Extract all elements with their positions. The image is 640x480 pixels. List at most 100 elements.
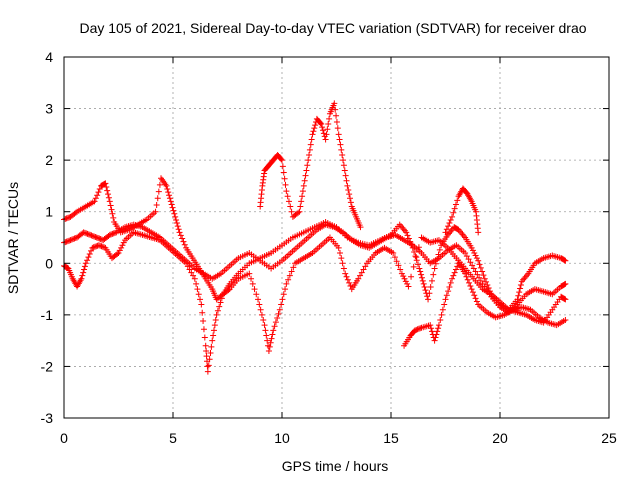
data-point	[428, 328, 435, 335]
data-point	[344, 182, 351, 189]
data-point	[88, 232, 95, 239]
data-point	[400, 273, 407, 280]
data-point	[276, 306, 283, 313]
data-point	[399, 224, 406, 231]
data-point	[91, 243, 98, 250]
data-point	[102, 180, 109, 187]
data-point	[424, 293, 431, 300]
data-point	[452, 266, 459, 273]
data-point	[450, 272, 457, 279]
data-point	[280, 291, 287, 298]
data-point	[517, 281, 524, 288]
data-point	[204, 363, 211, 370]
data-point	[463, 253, 470, 260]
y-tick-label: 0	[45, 255, 53, 271]
data-point	[325, 121, 332, 128]
data-point	[333, 112, 340, 119]
data-point	[477, 264, 484, 271]
data-point	[63, 215, 70, 222]
data-point	[443, 292, 450, 299]
data-point	[205, 362, 212, 369]
data-point	[200, 326, 207, 333]
data-point	[116, 247, 123, 254]
data-point	[483, 278, 490, 285]
data-point	[335, 131, 342, 138]
data-point	[465, 256, 472, 263]
data-point	[466, 279, 473, 286]
data-point	[164, 186, 171, 193]
y-axis-label: SDTVAR / TECUs	[5, 182, 21, 294]
data-point	[475, 257, 482, 264]
data-point	[267, 339, 274, 346]
data-point	[434, 328, 441, 335]
y-tick-label: -2	[41, 358, 54, 374]
data-point	[415, 261, 422, 268]
data-point	[431, 265, 438, 272]
data-point	[561, 257, 568, 264]
data-point	[89, 244, 96, 251]
data-point	[562, 296, 569, 303]
data-point	[274, 314, 281, 321]
data-point	[516, 289, 523, 296]
data-point	[303, 167, 310, 174]
y-tick-label: 1	[45, 204, 53, 220]
data-point	[188, 269, 195, 276]
data-point	[271, 323, 278, 330]
data-point	[404, 232, 411, 239]
x-tick-labels: 0 5 10 15 20 25	[60, 430, 617, 446]
data-point	[347, 195, 354, 202]
data-point	[63, 238, 70, 245]
x-tick-label: 5	[169, 430, 177, 446]
data-point	[472, 252, 479, 259]
data-point	[346, 191, 353, 198]
data-point	[109, 210, 116, 217]
data-point	[260, 317, 267, 324]
data-point	[287, 203, 294, 210]
data-point	[195, 291, 202, 298]
data-point	[357, 224, 364, 231]
data-point	[339, 260, 346, 267]
data-point	[454, 263, 461, 270]
data-point	[447, 216, 454, 223]
data-point	[427, 284, 434, 291]
data-point	[484, 281, 491, 288]
data-point	[96, 186, 103, 193]
data-point	[476, 261, 483, 268]
data-point	[419, 277, 426, 284]
data-point	[468, 286, 475, 293]
data-point	[317, 120, 324, 127]
data-point	[110, 214, 117, 221]
data-point	[218, 295, 225, 302]
data-point	[173, 216, 180, 223]
data-point	[347, 199, 354, 206]
data-point	[186, 266, 193, 273]
data-point	[193, 280, 200, 287]
data-point	[210, 332, 217, 339]
data-point	[472, 295, 479, 302]
data-point	[275, 310, 282, 317]
data-point	[517, 285, 524, 292]
data-point	[437, 317, 444, 324]
data-point	[98, 243, 105, 250]
data-point	[338, 146, 345, 153]
data-point	[408, 273, 415, 280]
data-point	[213, 311, 220, 318]
data-point	[71, 235, 78, 242]
data-point	[462, 270, 469, 277]
data-point	[81, 263, 88, 270]
data-point	[262, 327, 269, 334]
data-point	[200, 318, 207, 325]
data-point	[468, 244, 475, 251]
data-point	[357, 272, 364, 279]
data-point	[119, 242, 126, 249]
data-point	[413, 326, 420, 333]
data-point	[312, 122, 319, 129]
data-point	[445, 288, 452, 295]
data-point	[81, 229, 88, 236]
data-point	[283, 188, 290, 195]
data-point	[86, 251, 93, 258]
data-point	[561, 295, 568, 302]
data-point	[459, 231, 466, 238]
data-point	[337, 141, 344, 148]
data-point	[481, 275, 488, 282]
